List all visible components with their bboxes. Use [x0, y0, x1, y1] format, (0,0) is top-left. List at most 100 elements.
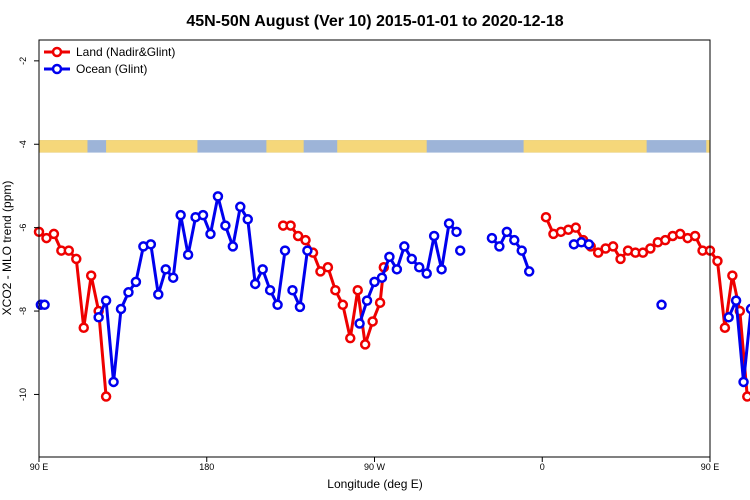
data-point — [85, 270, 97, 281]
x-tick-label: 90 E — [701, 462, 720, 472]
data-point — [361, 295, 373, 306]
data-point — [367, 316, 378, 327]
data-point — [436, 264, 447, 275]
x-tick-label: 90 E — [30, 462, 49, 472]
land-mass — [266, 140, 304, 153]
data-point — [153, 289, 164, 300]
data-point — [235, 201, 246, 213]
data-point — [509, 234, 520, 246]
data-point — [205, 228, 216, 240]
data-point — [354, 318, 365, 329]
legend: Land (Nadir&Glint) Ocean (Glint) — [44, 45, 175, 76]
data-point — [322, 262, 334, 273]
map-strip — [39, 140, 710, 153]
data-point — [220, 220, 231, 231]
data-point — [738, 376, 749, 388]
series-line — [291, 250, 309, 309]
y-tick-label: -6 — [18, 224, 28, 232]
land-mass — [523, 140, 647, 153]
data-point — [167, 272, 179, 283]
data-point — [742, 391, 750, 402]
data-point — [451, 226, 462, 238]
data-point — [123, 287, 134, 298]
data-point — [115, 303, 127, 315]
y-axis: -2 -4 -6 -8 -10 — [18, 57, 39, 401]
data-point — [719, 322, 731, 333]
data-point — [227, 241, 239, 252]
data-point — [727, 270, 738, 281]
x-axis-label: Longitude (deg E) — [327, 477, 422, 491]
data-point — [285, 220, 296, 231]
data-point — [523, 266, 535, 277]
data-point — [645, 243, 656, 254]
data-point — [637, 247, 649, 258]
data-point — [39, 299, 50, 311]
data-point — [369, 276, 380, 288]
land-mass — [706, 140, 710, 153]
data-point — [376, 272, 388, 283]
data-point — [674, 228, 686, 240]
data-point — [656, 299, 667, 311]
y-tick-label: -10 — [18, 388, 28, 401]
legend-land-label: Land (Nadir&Glint) — [76, 45, 175, 59]
series-line — [283, 224, 386, 346]
data-point — [399, 241, 410, 252]
data-point — [352, 284, 363, 296]
data-point — [330, 284, 341, 296]
series-layer — [33, 191, 750, 402]
legend-ocean-label: Ocean (Glint) — [76, 62, 147, 76]
data-point — [315, 266, 326, 277]
y-tick-label: -4 — [18, 140, 28, 148]
data-point — [212, 191, 224, 202]
data-point — [300, 234, 311, 246]
data-point — [494, 241, 505, 252]
data-point — [428, 230, 440, 242]
data-point — [712, 255, 723, 267]
data-point — [182, 249, 194, 261]
data-point — [359, 339, 371, 350]
data-point — [160, 264, 171, 275]
data-point — [516, 245, 527, 256]
legend-ocean-marker — [51, 63, 63, 75]
data-point — [723, 312, 734, 323]
data-point — [302, 245, 313, 256]
legend-land-marker — [51, 46, 63, 58]
x-tick-label: 180 — [199, 462, 214, 472]
chart-title: 45N-50N August (Ver 10) 2015-01-01 to 20… — [186, 13, 563, 30]
land-mass — [337, 140, 427, 153]
data-point — [292, 230, 304, 242]
data-point — [100, 391, 112, 402]
data-point — [570, 222, 582, 233]
data-point — [337, 299, 349, 311]
data-point — [272, 299, 283, 311]
series-ocean — [35, 191, 750, 388]
data-point — [294, 301, 306, 313]
data-point — [421, 268, 432, 279]
y-axis-label: XCO2 - MLO trend (ppm) — [0, 181, 14, 316]
data-point — [93, 312, 104, 323]
data-point — [540, 211, 552, 223]
land-mass — [106, 140, 198, 153]
data-point — [197, 209, 209, 221]
data-point — [592, 247, 604, 258]
data-point — [374, 297, 386, 308]
data-point — [108, 376, 119, 388]
x-tick-label: 90 W — [364, 462, 386, 472]
land-mass — [39, 140, 88, 153]
data-point — [63, 245, 75, 256]
data-point — [249, 278, 261, 290]
data-point — [100, 295, 112, 306]
data-point — [615, 253, 626, 265]
data-point — [501, 226, 513, 238]
data-point — [745, 303, 750, 315]
data-point — [345, 332, 356, 344]
y-tick-label: -2 — [18, 57, 28, 65]
series-line — [727, 299, 750, 384]
data-point — [78, 322, 89, 333]
data-point — [413, 262, 425, 273]
data-point — [145, 239, 157, 250]
data-point — [242, 214, 254, 225]
data-point — [384, 251, 395, 263]
data-point — [287, 284, 298, 296]
